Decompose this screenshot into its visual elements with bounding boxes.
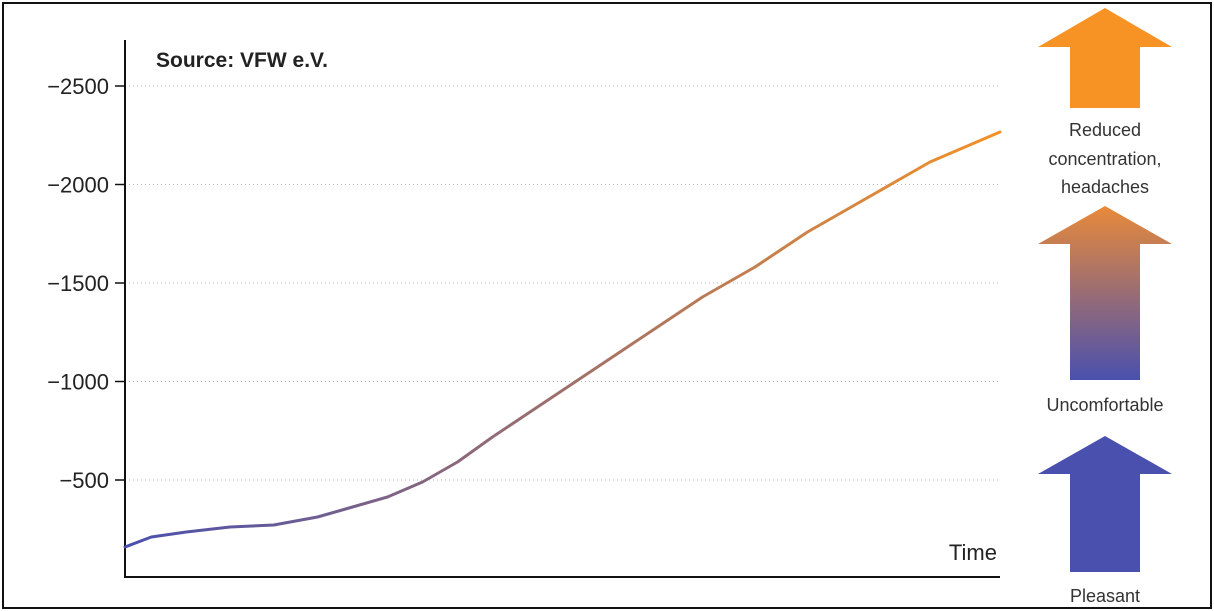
- caption-line: Uncomfortable: [1046, 395, 1163, 415]
- arrow-reduced-concentration: Reduced concentration, headaches: [1038, 8, 1172, 197]
- y-tick-label: −1000: [47, 370, 109, 395]
- grid: [125, 85, 1000, 481]
- caption-line: Pleasant: [1070, 586, 1140, 606]
- arrow-up-icon: [1038, 436, 1172, 572]
- series-line: [123, 130, 1002, 549]
- y-tick-label: −500: [59, 468, 109, 493]
- y-tick-label: −2500: [47, 74, 109, 99]
- y-tick-label: −1500: [47, 271, 109, 296]
- arrow-up-icon: [1038, 206, 1172, 380]
- arrow-up-icon: [1038, 8, 1172, 108]
- caption-line: concentration,: [1048, 149, 1161, 169]
- arrow-pleasant: Pleasant: [1038, 436, 1172, 606]
- caption-line: Reduced: [1069, 120, 1141, 140]
- arrow-uncomfortable: Uncomfortable: [1038, 206, 1172, 415]
- y-ticks: −500 −1000 −1500 −2000 −2500: [47, 74, 125, 493]
- y-tick-label: −2000: [47, 173, 109, 198]
- chart-title: Source: VFW e.V.: [156, 49, 328, 72]
- caption-line: headaches: [1061, 177, 1149, 197]
- x-axis-label: Time: [949, 540, 997, 565]
